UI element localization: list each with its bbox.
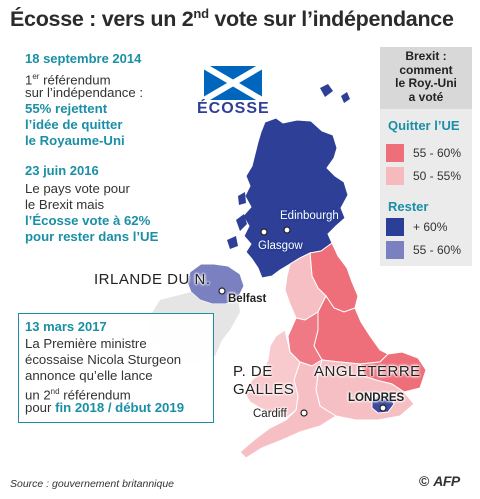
- wales-label-line2: GALLES: [233, 381, 295, 398]
- event-2017-text: un 2nd référendum: [25, 387, 131, 403]
- event-2017-box: [18, 313, 214, 423]
- london-region: [371, 393, 395, 414]
- scotland-isle: [320, 84, 333, 97]
- legend-swatch: [386, 167, 404, 185]
- legend-header: Brexit : comment le Roy.-Uni a voté: [380, 47, 472, 109]
- scotland-flag-icon: [202, 63, 264, 103]
- page-title: Écosse : vers un 2nd vote sur l’indépend…: [10, 6, 454, 32]
- event-2014-highlight: 55% rejettent: [25, 101, 108, 116]
- belfast-marker: [218, 287, 226, 295]
- legend-remain-title: Rester: [388, 199, 429, 214]
- legend-swatch: [386, 241, 404, 259]
- cardiff-marker: [300, 409, 308, 417]
- belfast-label: Belfast: [228, 293, 267, 305]
- scotland-isle: [341, 92, 350, 103]
- event-2014-text: sur l’indépendance :: [25, 85, 144, 100]
- event-2016-highlight: l’Écosse vote à 62%: [25, 213, 151, 228]
- northern-ireland-label: IRLANDE DU N.: [94, 271, 211, 288]
- event-2016-highlight: pour rester dans l’UE: [25, 229, 159, 244]
- legend-swatch: [386, 144, 404, 162]
- source-note: Source : gouvernement britannique: [10, 478, 175, 490]
- wales-region: [243, 329, 301, 419]
- scotland-isle: [236, 214, 247, 231]
- event-2016-text: Le pays vote pour: [25, 181, 130, 196]
- legend-leave-title: Quitter l’UE: [388, 118, 460, 133]
- event-2014-text: 1er référendum: [25, 72, 111, 88]
- london-label: LONDRES: [348, 392, 405, 404]
- event-2017-date: 13 mars 2017: [25, 319, 107, 334]
- legend: Brexit : comment le Roy.-Uni a voté Quit…: [380, 47, 472, 266]
- edinburgh-marker: [283, 226, 291, 234]
- england-label: ANGLETERRE: [314, 363, 421, 380]
- event-2016-text: le Brexit mais: [25, 197, 105, 212]
- scotland-isle: [238, 192, 246, 205]
- glasgow-label: Glasgow: [258, 240, 303, 252]
- cardiff-label: Cardiff: [253, 408, 287, 420]
- event-2017-text: pour fin 2018 / début 2019: [25, 400, 185, 415]
- event-2017-highlight: fin 2018 / début 2019: [55, 400, 185, 415]
- event-2017-text: La Première ministre: [25, 336, 147, 351]
- wales-label-line1: P. DE: [233, 363, 273, 380]
- scotland-label: ÉCOSSE: [197, 100, 270, 117]
- event-2017-text: annonce qu’elle lance: [25, 368, 153, 383]
- glasgow-marker: [260, 228, 268, 236]
- afp-credit: © AFP: [419, 473, 460, 489]
- event-2014-highlight: le Royaume-Uni: [25, 133, 125, 148]
- edinburgh-label: Edinbourgh: [280, 210, 339, 222]
- event-2014-date: 18 septembre 2014: [25, 51, 142, 66]
- legend-swatch: [386, 218, 404, 236]
- event-2014-highlight: l’idée de quitter: [25, 117, 123, 132]
- event-2016-date: 23 juin 2016: [25, 163, 99, 178]
- event-2017-text: écossaise Nicola Sturgeon: [25, 352, 182, 367]
- scotland-isle: [227, 236, 238, 249]
- afp-logo: AFP: [433, 473, 460, 489]
- london-marker: [379, 404, 387, 412]
